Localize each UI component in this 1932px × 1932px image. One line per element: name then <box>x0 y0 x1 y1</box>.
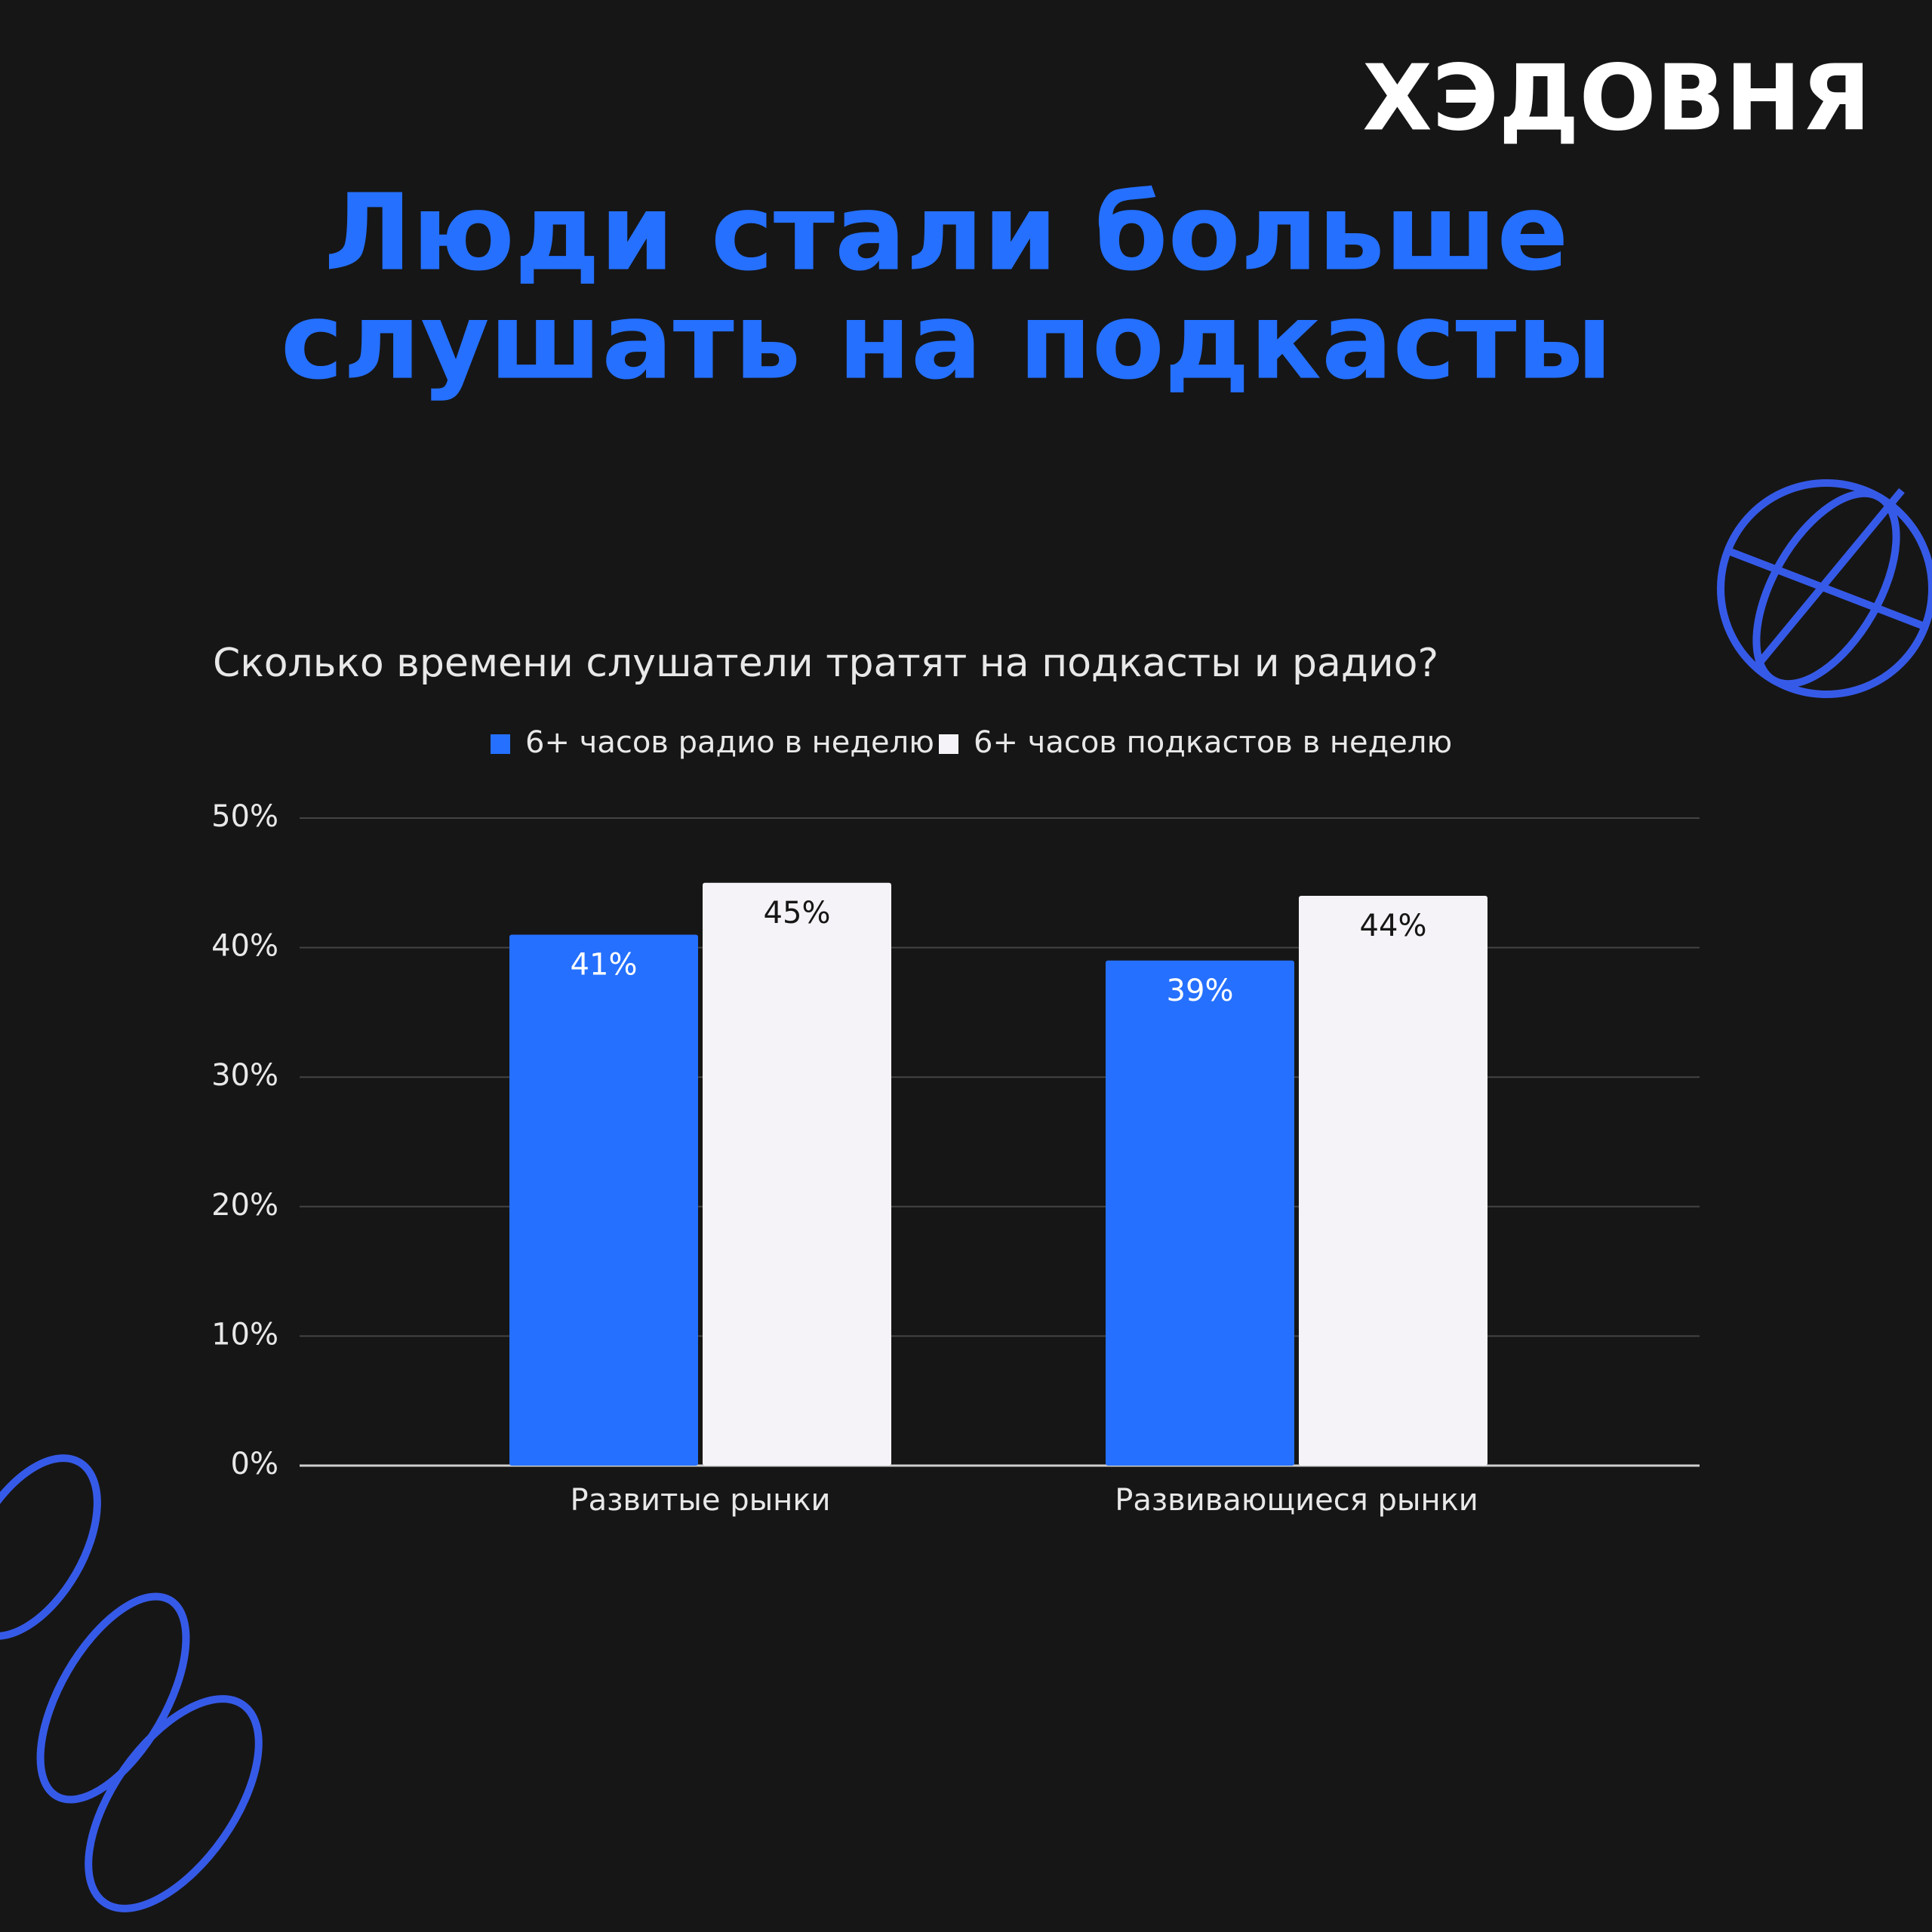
loop <box>0 1454 101 1640</box>
globe-ring <box>1717 479 1932 698</box>
bar <box>1299 895 1487 1466</box>
value-label: 41% <box>571 947 638 982</box>
chart-title: слушать на подкасты <box>281 281 1613 404</box>
legend-label: 6+ часов радио в неделю <box>525 725 934 760</box>
globe-line <box>1755 488 1905 667</box>
chart-subtitle: Сколько времени слушатели тратят на подк… <box>213 641 1438 686</box>
globe-line <box>1727 547 1926 630</box>
loop <box>36 1592 190 1804</box>
loop-decoration <box>0 1454 263 1912</box>
y-tick-label: 50% <box>211 799 278 834</box>
y-tick-label: 20% <box>211 1188 278 1223</box>
globe-ring <box>1752 489 1900 688</box>
loop <box>85 1695 263 1912</box>
legend-swatch <box>939 734 958 754</box>
value-label: 45% <box>764 896 831 931</box>
chart-title: Люди стали больше <box>325 172 1569 295</box>
globe-decoration <box>1717 479 1932 698</box>
legend-label: 6+ часов подкастов в неделю <box>974 725 1452 760</box>
y-tick-label: 10% <box>211 1317 278 1352</box>
brand-logo: ХЭДОВНЯ <box>1362 47 1871 152</box>
value-label: 39% <box>1167 974 1234 1008</box>
y-tick-label: 0% <box>231 1447 278 1481</box>
legend-swatch <box>491 734 510 754</box>
x-tick-label: Развивающиеся рынки <box>1115 1483 1478 1518</box>
bar <box>1106 960 1294 1466</box>
bar <box>509 934 698 1466</box>
value-label: 44% <box>1360 909 1427 943</box>
y-tick-label: 30% <box>211 1058 278 1093</box>
y-tick-label: 40% <box>211 929 278 964</box>
bar <box>703 882 891 1466</box>
x-tick-label: Развитые рынки <box>571 1483 831 1518</box>
